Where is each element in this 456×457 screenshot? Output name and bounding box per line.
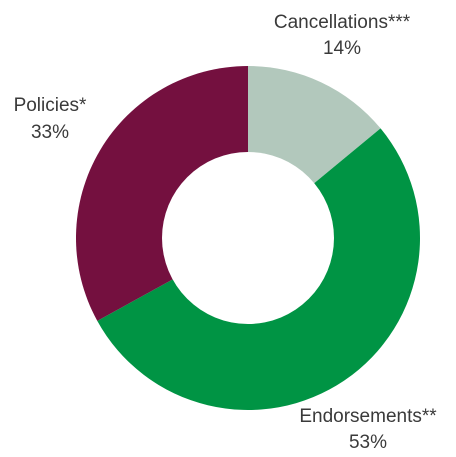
donut-hole: [162, 152, 334, 324]
slice-value-endorsements: 53%: [349, 432, 387, 453]
slice-label-cancellations: Cancellations***: [274, 12, 411, 33]
slice-label-policies: Policies*: [14, 95, 87, 116]
slice-value-policies: 33%: [31, 122, 69, 143]
slice-value-cancellations: 14%: [323, 38, 361, 59]
slice-label-endorsements: Endorsements**: [299, 406, 437, 427]
